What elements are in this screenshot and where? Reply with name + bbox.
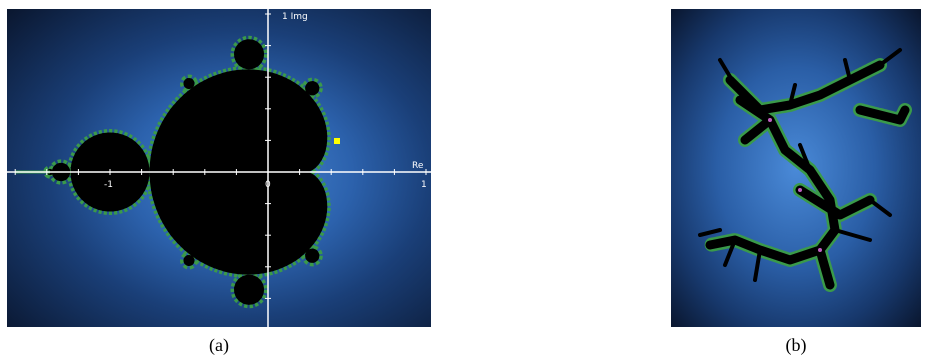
real-label: Re [412, 161, 424, 171]
imag-label: 1 Img [282, 12, 308, 22]
bulb [183, 255, 194, 266]
tick-label: -1 [104, 180, 113, 190]
bulb [305, 249, 319, 263]
bulb [183, 78, 194, 89]
tick-label: 0 [265, 180, 271, 190]
mandelbrot-panel: 1 Img Re -1 0 1 [7, 9, 431, 330]
tick-label: 1 [421, 180, 427, 190]
caption: (a) [209, 335, 229, 356]
bulb [234, 39, 264, 69]
figure: 1 Img Re -1 0 1 (a) (b) [0, 0, 929, 358]
caption: (b) [786, 335, 807, 356]
panel-background [671, 9, 921, 327]
bulb [234, 275, 264, 305]
julia-panel [671, 9, 921, 327]
page: 1 Img Re -1 0 1 (a) (b) (() => { const d… [0, 0, 929, 358]
marker [334, 138, 340, 144]
bulb [305, 81, 319, 95]
